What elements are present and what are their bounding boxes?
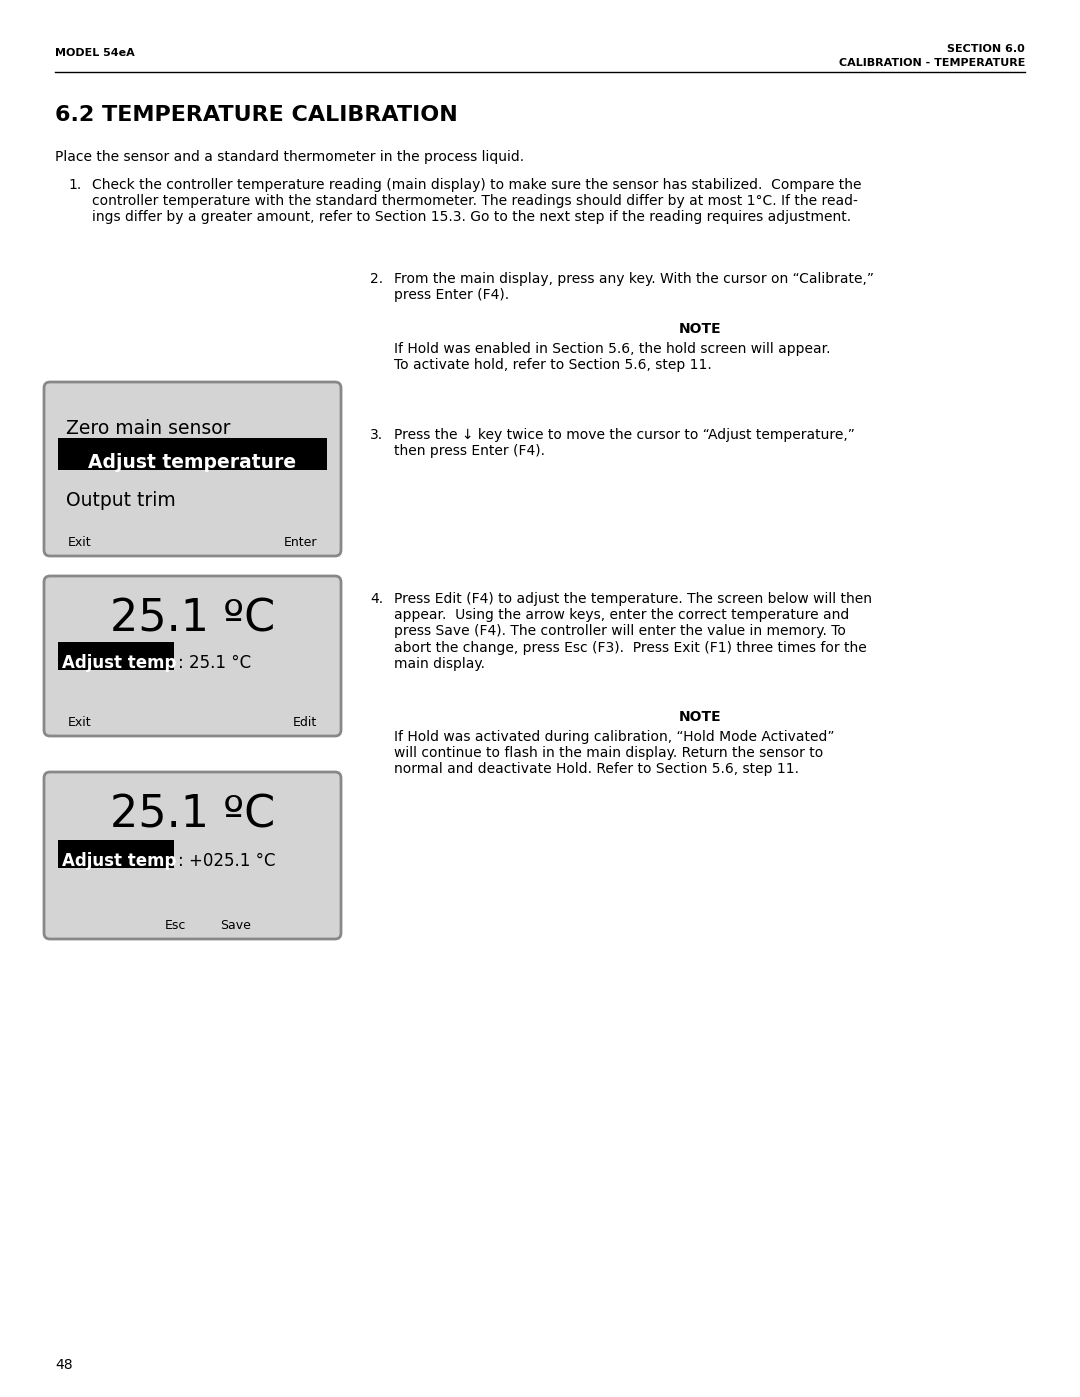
Text: 25.1 ºC: 25.1 ºC [110, 597, 275, 640]
Text: Enter: Enter [283, 536, 318, 549]
FancyBboxPatch shape [58, 439, 327, 469]
Text: Esc: Esc [164, 919, 186, 932]
Text: Check the controller temperature reading (main display) to make sure the sensor : Check the controller temperature reading… [92, 177, 862, 225]
Text: Adjust temperature: Adjust temperature [89, 453, 297, 472]
FancyBboxPatch shape [44, 773, 341, 939]
Text: If Hold was enabled in Section 5.6, the hold screen will appear.
To activate hol: If Hold was enabled in Section 5.6, the … [394, 342, 831, 372]
Text: : +025.1 °C: : +025.1 °C [178, 852, 275, 870]
Text: 48: 48 [55, 1358, 72, 1372]
Text: From the main display, press any key. With the cursor on “Calibrate,”
press Ente: From the main display, press any key. Wi… [394, 272, 874, 302]
Text: Press the ↓ key twice to move the cursor to “Adjust temperature,”
then press Ent: Press the ↓ key twice to move the cursor… [394, 427, 855, 458]
FancyBboxPatch shape [58, 643, 174, 671]
Text: 1.: 1. [68, 177, 81, 191]
FancyBboxPatch shape [44, 381, 341, 556]
Text: : 25.1 °C: : 25.1 °C [178, 654, 252, 672]
Text: If Hold was activated during calibration, “Hold Mode Activated”
will continue to: If Hold was activated during calibration… [394, 731, 835, 777]
Text: Exit: Exit [68, 536, 92, 549]
Text: 6.2 TEMPERATURE CALIBRATION: 6.2 TEMPERATURE CALIBRATION [55, 105, 458, 124]
Text: 2.: 2. [370, 272, 383, 286]
Text: Edit: Edit [293, 717, 318, 729]
Text: Output trim: Output trim [66, 490, 176, 510]
Text: 3.: 3. [370, 427, 383, 441]
Text: Exit: Exit [68, 717, 92, 729]
Text: Save: Save [220, 919, 252, 932]
Text: Adjust temp: Adjust temp [62, 654, 176, 672]
Text: Zero main sensor: Zero main sensor [66, 419, 230, 439]
Text: CALIBRATION - TEMPERATURE: CALIBRATION - TEMPERATURE [839, 59, 1025, 68]
FancyBboxPatch shape [44, 576, 341, 736]
Text: NOTE: NOTE [678, 710, 721, 724]
Text: 4.: 4. [370, 592, 383, 606]
Text: 25.1 ºC: 25.1 ºC [110, 793, 275, 835]
Text: Adjust temp: Adjust temp [62, 852, 176, 870]
Text: SECTION 6.0: SECTION 6.0 [947, 43, 1025, 54]
Text: MODEL 54eA: MODEL 54eA [55, 47, 135, 59]
Text: NOTE: NOTE [678, 321, 721, 337]
Text: Press Edit (F4) to adjust the temperature. The screen below will then
appear.  U: Press Edit (F4) to adjust the temperatur… [394, 592, 872, 671]
Text: Place the sensor and a standard thermometer in the process liquid.: Place the sensor and a standard thermome… [55, 149, 524, 163]
FancyBboxPatch shape [58, 840, 174, 868]
